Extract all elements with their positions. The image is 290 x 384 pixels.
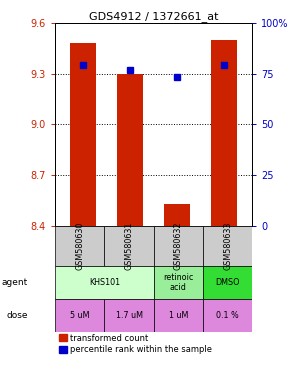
Text: GSM580630: GSM580630: [75, 222, 84, 270]
Text: 0.1 %: 0.1 %: [216, 311, 239, 320]
Text: retinoic
acid: retinoic acid: [163, 273, 193, 292]
Text: 1 uM: 1 uM: [169, 311, 188, 320]
Text: DMSO: DMSO: [215, 278, 240, 287]
Bar: [154, 266, 203, 299]
Text: dose: dose: [6, 311, 28, 320]
Bar: [203, 226, 252, 266]
Bar: [203, 266, 252, 299]
Text: agent: agent: [2, 278, 28, 287]
Bar: [104, 226, 154, 266]
Text: KHS101: KHS101: [89, 278, 120, 287]
Bar: [203, 299, 252, 332]
Title: GDS4912 / 1372661_at: GDS4912 / 1372661_at: [89, 11, 218, 22]
Bar: [55, 226, 104, 266]
Bar: [55, 299, 104, 332]
Bar: [154, 226, 203, 266]
Text: 5 uM: 5 uM: [70, 311, 90, 320]
Text: GSM580632: GSM580632: [174, 222, 183, 270]
Bar: [164, 204, 190, 226]
Legend: transformed count, percentile rank within the sample: transformed count, percentile rank withi…: [59, 334, 212, 354]
Bar: [117, 74, 143, 226]
Text: GSM580631: GSM580631: [124, 222, 134, 270]
Bar: [211, 40, 237, 226]
Bar: [55, 266, 154, 299]
Text: GSM580633: GSM580633: [223, 222, 232, 270]
Bar: [70, 43, 96, 226]
Text: 1.7 uM: 1.7 uM: [115, 311, 143, 320]
Bar: [154, 299, 203, 332]
Bar: [104, 299, 154, 332]
